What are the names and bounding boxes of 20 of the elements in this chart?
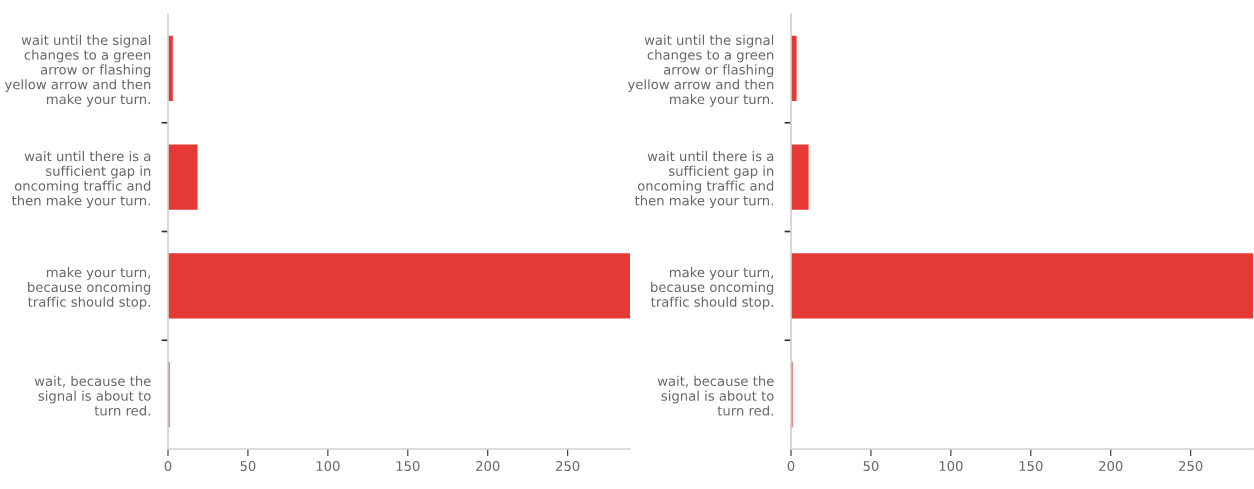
x-tick-label: 50	[863, 461, 879, 472]
y-tick-label: make your turn, because oncoming traffic should stop.	[651, 267, 774, 310]
x-tick-label: 150	[1019, 461, 1043, 472]
x-tick-label: 0	[164, 461, 172, 472]
x-tick-label: 100	[939, 461, 963, 472]
y-tick-label: make your turn, because oncoming traffic should stop.	[28, 267, 151, 310]
y-tick-label: wait, because the signal is about to turn red.	[34, 375, 151, 416]
x-tick-label: 50	[240, 461, 256, 472]
x-tick-label: 250	[556, 461, 580, 472]
y-tick-label: wait until there is a sufficient gap in oncoming traffic and then make your turn.	[634, 150, 774, 209]
x-tick-label: 200	[476, 461, 500, 472]
x-tick-label: 100	[316, 461, 340, 472]
x-tick-label: 150	[396, 461, 420, 472]
x-tick-label: 200	[1099, 461, 1123, 472]
y-tick-label: wait until the signal changes to a green arrow or flashing yellow arrow and then make your turn.	[4, 34, 151, 107]
y-tick-label: wait until there is a sufficient gap in oncoming traffic and then make your turn.	[11, 150, 151, 209]
y-tick-label: wait until the signal changes to a green arrow or flashing yellow arrow and then make your turn.	[627, 34, 774, 107]
y-tick-label: wait, because the signal is about to turn red.	[657, 375, 774, 416]
x-tick-label: 0	[787, 461, 795, 472]
x-tick-label: 250	[1179, 461, 1203, 472]
